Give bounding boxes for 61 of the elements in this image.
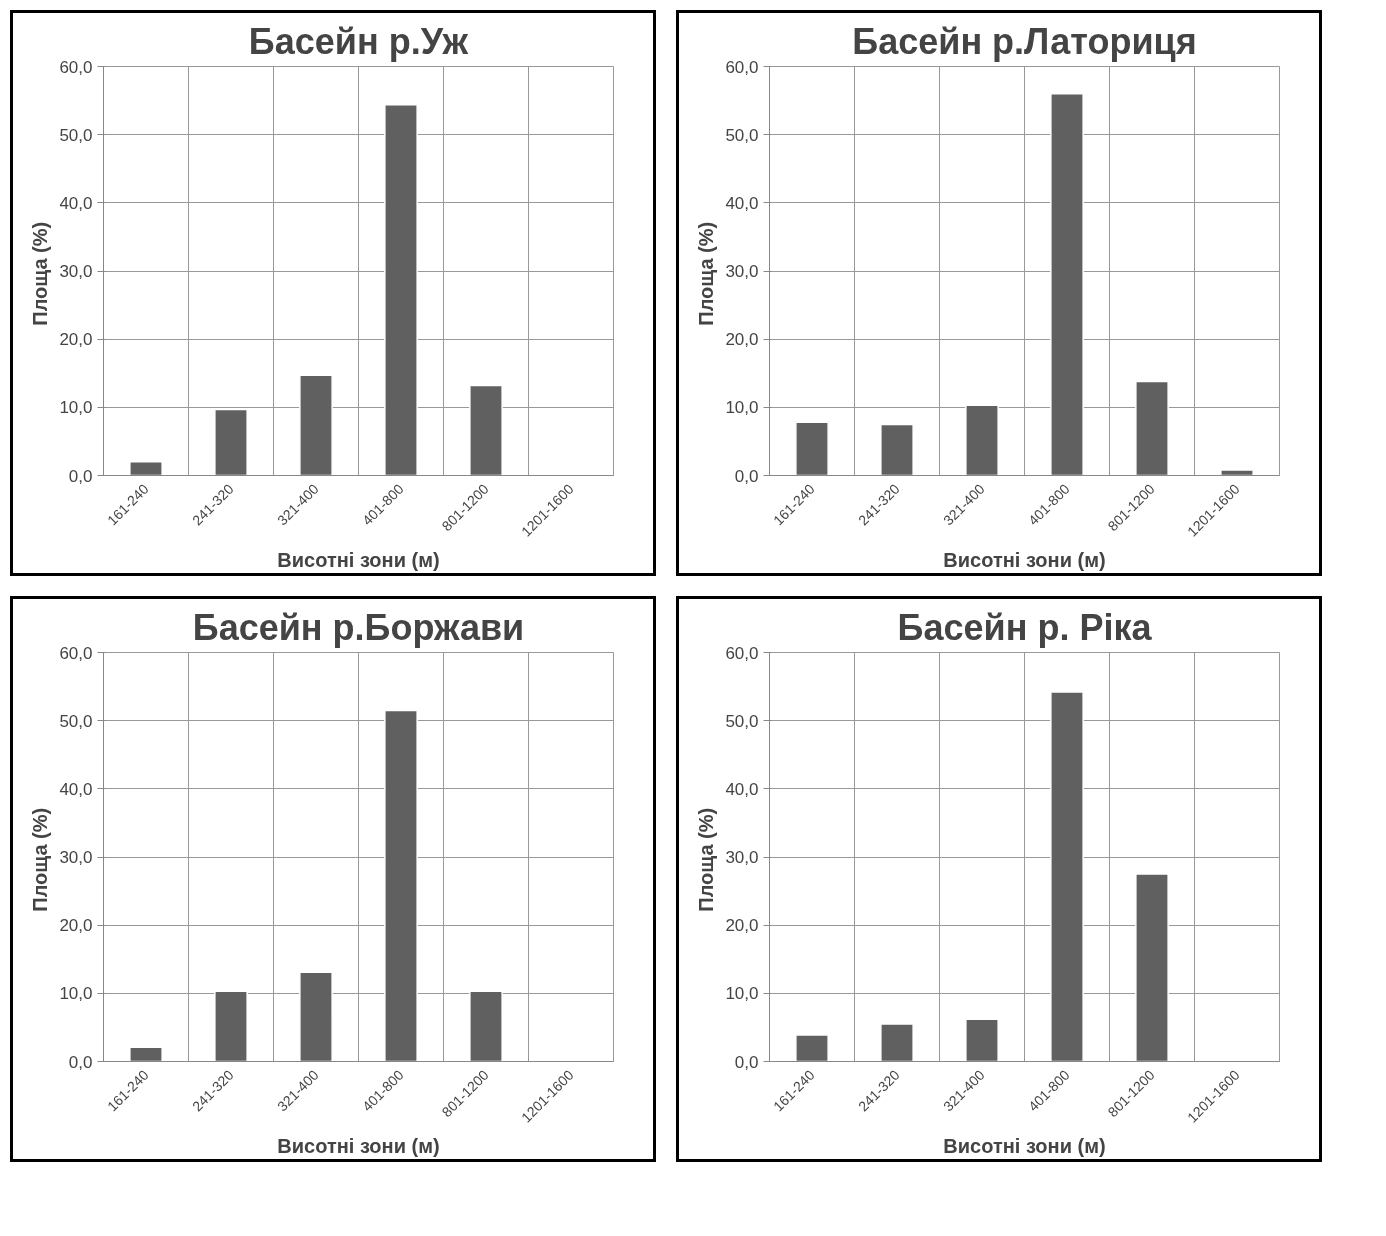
y-tick-label: 20,0: [725, 916, 759, 936]
bar: [469, 990, 503, 1062]
bar: [880, 423, 914, 476]
bar: [795, 1034, 829, 1062]
bar: [129, 1046, 163, 1062]
x-axis-title: Висотні зони (м): [277, 1134, 440, 1157]
y-tick-label: 0,0: [734, 1052, 759, 1072]
x-axis-title: Висотні зони (м): [943, 548, 1106, 571]
bar: [214, 990, 248, 1062]
y-tick-label: 30,0: [725, 262, 759, 281]
bar: [129, 461, 163, 476]
y-tick-label: 30,0: [59, 262, 93, 281]
y-tick-label: 40,0: [725, 779, 759, 799]
y-tick-label: 0,0: [68, 1052, 93, 1072]
y-tick-label: 50,0: [725, 125, 759, 145]
bar: [795, 421, 829, 476]
bar: [299, 971, 333, 1062]
y-axis-title: Площа (%): [29, 221, 52, 326]
bar: [299, 374, 333, 476]
bar: [1220, 469, 1254, 476]
bar: [1135, 380, 1169, 476]
bar: [469, 384, 503, 476]
y-axis-title: Площа (%): [695, 807, 718, 912]
y-tick-label: 50,0: [59, 125, 93, 145]
chart-title: Басейн р.Латориця: [852, 20, 1197, 62]
y-tick-label: 40,0: [59, 193, 93, 213]
y-tick-label: 10,0: [725, 398, 759, 418]
y-tick-label: 30,0: [725, 848, 759, 867]
y-tick-label: 20,0: [59, 916, 93, 936]
y-tick-label: 10,0: [59, 984, 93, 1004]
bar: [1135, 873, 1169, 1062]
y-tick-label: 30,0: [59, 848, 93, 867]
x-axis-title: Висотні зони (м): [943, 1134, 1106, 1157]
y-axis-title: Площа (%): [695, 221, 718, 326]
bar: [384, 103, 418, 476]
y-tick-label: 50,0: [59, 711, 93, 731]
y-tick-label: 60,0: [725, 643, 759, 663]
y-tick-label: 20,0: [59, 330, 93, 350]
y-tick-label: 60,0: [59, 643, 93, 663]
y-tick-label: 40,0: [725, 193, 759, 213]
bar: [1050, 691, 1084, 1062]
y-tick-label: 0,0: [68, 466, 93, 486]
bar: [880, 1023, 914, 1062]
y-tick-label: 10,0: [59, 398, 93, 418]
bar: [1050, 93, 1084, 476]
y-tick-label: 50,0: [725, 711, 759, 731]
y-axis-title: Площа (%): [29, 807, 52, 912]
x-axis-title: Висотні зони (м): [277, 548, 440, 571]
y-tick-label: 60,0: [59, 57, 93, 77]
y-tick-label: 0,0: [734, 466, 759, 486]
chart-title: Басейн р.Боржави: [192, 606, 525, 648]
chart-title: Басейн р. Ріка: [897, 606, 1153, 648]
y-tick-label: 40,0: [59, 779, 93, 799]
y-tick-label: 10,0: [725, 984, 759, 1004]
bar: [965, 1018, 999, 1062]
y-tick-label: 60,0: [725, 57, 759, 77]
bar: [965, 404, 999, 476]
y-tick-label: 20,0: [725, 330, 759, 350]
bar: [384, 709, 418, 1062]
chart-title: Басейн р.Уж: [248, 20, 469, 62]
bar: [214, 408, 248, 476]
